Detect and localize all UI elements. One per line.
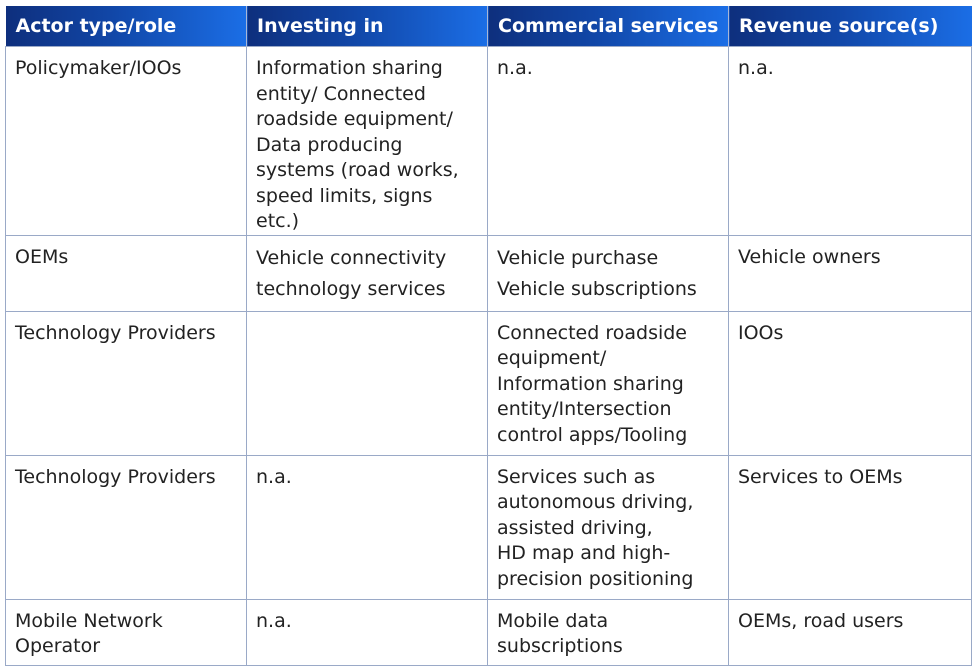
business-model-table-container: Actor type/role Investing in Commercial … (5, 6, 972, 666)
header-investing-in: Investing in (246, 6, 488, 47)
cell-investing (246, 310, 488, 456)
business-model-table: Actor type/role Investing in Commercial … (5, 6, 972, 666)
cell-services: Connected roadside equipment/ Informatio… (487, 310, 729, 456)
cell-investing: Vehicle connectivity technology services (246, 234, 488, 312)
cell-services: n.a. (487, 46, 729, 236)
cell-actor: OEMs (5, 234, 247, 312)
table-body: Policymaker/IOOs Information sharing ent… (5, 46, 972, 666)
table-row: Mobile Network Operator n.a. Mobile data… (5, 598, 972, 666)
cell-services-line: Vehicle subscriptions (497, 277, 697, 300)
table-row: OEMs Vehicle connectivity technology ser… (5, 234, 972, 312)
cell-services: Mobile data subscriptions (487, 598, 729, 666)
cell-services-line: Vehicle purchase (497, 246, 659, 269)
cell-revenue: Vehicle owners (728, 234, 972, 312)
cell-revenue: n.a. (728, 46, 972, 236)
table-row: Technology Providers n.a. Services such … (5, 454, 972, 600)
table-row: Policymaker/IOOs Information sharing ent… (5, 46, 972, 236)
header-actor-type: Actor type/role (5, 6, 247, 47)
cell-investing-text: Vehicle connectivity technology services (256, 246, 447, 300)
cell-services: Services such as autonomous driving, ass… (487, 454, 729, 600)
header-row: Actor type/role Investing in Commercial … (5, 6, 972, 47)
cell-services: Vehicle purchase Vehicle subscriptions (487, 234, 729, 312)
cell-investing: n.a. (246, 454, 488, 600)
cell-revenue: Services to OEMs (728, 454, 972, 600)
header-revenue-sources: Revenue source(s) (728, 6, 972, 47)
cell-actor: Policymaker/IOOs (5, 46, 247, 236)
cell-revenue: IOOs (728, 310, 972, 456)
cell-investing: n.a. (246, 598, 488, 666)
cell-services-line: Services such as autonomous driving, ass… (497, 465, 694, 539)
cell-services-line: HD map and high-precision positioning (497, 542, 694, 590)
header-commercial-services: Commercial services (487, 6, 729, 47)
cell-revenue: OEMs, road users (728, 598, 972, 666)
cell-actor: Technology Providers (5, 310, 247, 456)
cell-investing: Information sharing entity/ Connected ro… (246, 46, 488, 236)
cell-actor: Technology Providers (5, 454, 247, 600)
table-row: Technology Providers Connected roadside … (5, 310, 972, 456)
table-header: Actor type/role Investing in Commercial … (5, 6, 972, 47)
cell-actor: Mobile Network Operator (5, 598, 247, 666)
